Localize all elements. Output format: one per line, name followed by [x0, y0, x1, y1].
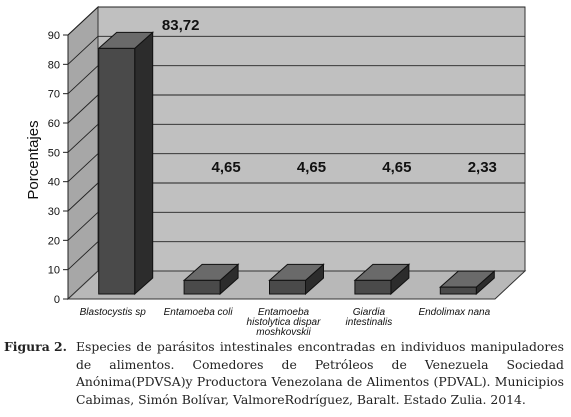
x-tick-label: Entamoeba coli — [164, 307, 234, 318]
bar — [438, 270, 496, 296]
y-tick-label: 70 — [48, 89, 60, 101]
y-tick-label: 30 — [48, 206, 60, 218]
gridline — [67, 94, 525, 124]
y-tick-label: 50 — [48, 147, 60, 159]
bar — [353, 263, 411, 296]
bar-front — [354, 279, 392, 295]
gridlines — [67, 6, 525, 270]
bars — [97, 31, 496, 296]
bar-front — [98, 47, 136, 295]
gridline — [67, 123, 525, 153]
y-tick-label: 10 — [48, 265, 60, 277]
gridline — [67, 182, 525, 212]
y-tick-label: 80 — [48, 59, 60, 71]
y-tick-label: 20 — [48, 235, 60, 247]
figure-label: Figura 2. — [4, 339, 67, 354]
gridline — [67, 65, 525, 94]
bar-front — [439, 286, 477, 295]
bar-front — [183, 279, 221, 295]
y-axis: 0 10 20 30 40 50 60 70 80 90 — [48, 30, 69, 306]
bar-chart: 0 10 20 30 40 50 60 70 80 90 83,72 4,65 4,65 4,65 2,3… — [25, 5, 527, 335]
x-tick-label: Blastocystis sp — [80, 307, 147, 318]
gridline — [67, 35, 525, 65]
bar — [97, 31, 155, 296]
value-labels: 83,72 4,65 4,65 4,65 2,33 — [162, 17, 497, 176]
gridline — [67, 211, 525, 241]
x-tick-label: Endolimax nana — [418, 307, 490, 318]
y-tick-label: 90 — [48, 30, 60, 42]
back-wall — [97, 6, 526, 272]
value-label: 4,65 — [382, 159, 411, 176]
value-label: 2,33 — [468, 159, 497, 176]
y-axis-label: Porcentajes — [25, 120, 42, 199]
value-label: 83,72 — [162, 17, 200, 34]
bar — [268, 263, 325, 296]
gridline — [67, 241, 525, 270]
caption-text: Especies de parásitos intestinales encon… — [75, 339, 564, 407]
bar — [182, 263, 240, 296]
gridline — [67, 6, 525, 36]
x-tick-label: Entamoeba histolytica dispar moshkovskii — [247, 307, 322, 335]
y-tick-label: 40 — [48, 177, 60, 189]
figure-caption: Figura 2. Especies de parásitos intestin… — [4, 338, 564, 408]
value-label: 4,65 — [297, 159, 326, 176]
y-tick-label: 60 — [48, 118, 60, 130]
gridline — [67, 153, 525, 182]
x-tick-labels: Blastocystis sp Entamoeba coli Entamoeba hi… — [80, 307, 491, 335]
value-label: 4,65 — [211, 159, 240, 176]
y-tick-label: 0 — [54, 294, 60, 306]
bar-front — [269, 279, 306, 295]
bar-side — [134, 31, 154, 296]
x-tick-label: Giardia intestinalis — [346, 307, 393, 328]
